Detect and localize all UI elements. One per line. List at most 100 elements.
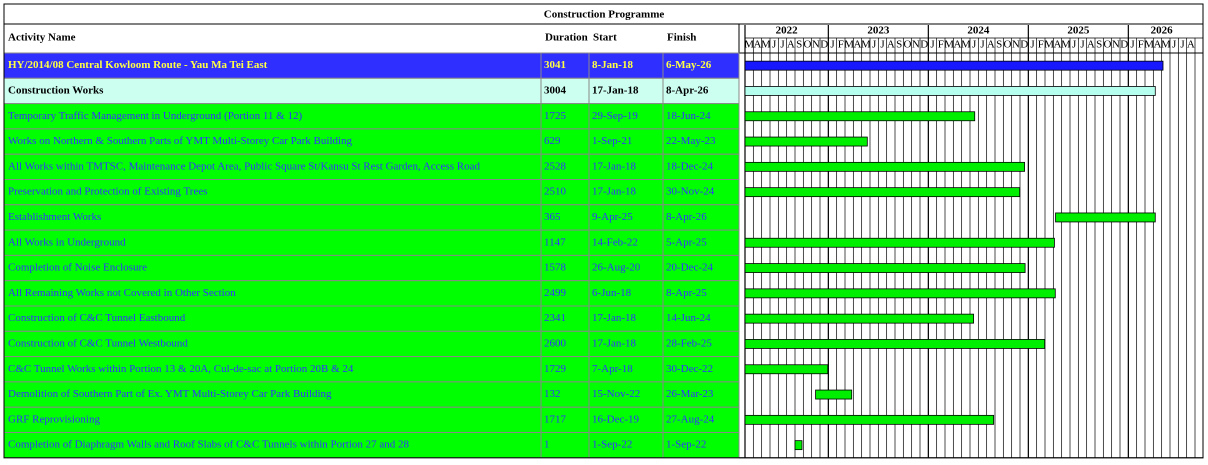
cell-duration: 2600 bbox=[544, 337, 567, 349]
cell-start: 17-Jan-18 bbox=[592, 337, 636, 349]
year-label: 2022 bbox=[776, 25, 799, 37]
cell-finish: 30-Dec-22 bbox=[666, 363, 713, 375]
cell-start: 17-Jan-18 bbox=[592, 186, 636, 198]
cell-name: Construction of C&C Tunnel Westbound bbox=[8, 337, 188, 349]
cell-name: GRF Reprovisioning bbox=[8, 413, 100, 425]
month-label: A bbox=[887, 39, 895, 51]
month-label: A bbox=[1154, 39, 1162, 51]
cell-name: All Works within TMTSC, Maintenance Depo… bbox=[8, 160, 480, 172]
gantt-bar bbox=[744, 364, 829, 375]
month-label: D bbox=[820, 39, 828, 51]
gantt-bar bbox=[744, 339, 1046, 349]
month-label: A bbox=[854, 39, 862, 51]
month-label: A bbox=[987, 39, 995, 51]
cell-name: Works on Northern & Southern Parts of YM… bbox=[8, 135, 353, 147]
month-label: M bbox=[761, 39, 771, 51]
month-label: D bbox=[1120, 39, 1128, 51]
cell-finish: 28-Feb-25 bbox=[666, 337, 712, 349]
cell-finish: 8-Apr-26 bbox=[666, 211, 707, 223]
month-label: S bbox=[996, 39, 1002, 51]
cell-name: Completion of Noise Enclosure bbox=[8, 262, 147, 274]
month-label: J bbox=[1130, 39, 1135, 51]
gantt-bar bbox=[744, 161, 1025, 172]
month-label: J bbox=[972, 39, 977, 51]
row-bg bbox=[3, 406, 740, 434]
month-label: J bbox=[872, 39, 877, 51]
month-label: A bbox=[787, 39, 795, 51]
month-label: J bbox=[1080, 39, 1085, 51]
gantt-bar bbox=[815, 389, 853, 400]
cell-duration: 1729 bbox=[544, 363, 567, 375]
month-label: D bbox=[1020, 39, 1028, 51]
month-label: A bbox=[1187, 39, 1195, 51]
cell-duration: 132 bbox=[544, 388, 561, 400]
month-label: J bbox=[780, 39, 785, 51]
year-label: 2023 bbox=[867, 25, 890, 37]
month-label: M bbox=[1044, 39, 1054, 51]
cell-start: 14-Feb-22 bbox=[592, 236, 638, 248]
cell-finish: 22-May-23 bbox=[666, 135, 716, 147]
month-label: F bbox=[1038, 39, 1044, 51]
cell-start: 1-Sep-22 bbox=[592, 439, 632, 451]
month-label: M bbox=[1161, 39, 1171, 51]
cell-finish: 18-Jun-24 bbox=[666, 110, 711, 122]
row-bg bbox=[3, 204, 740, 231]
cell-start: 15-Nov-22 bbox=[592, 388, 640, 400]
cell-start: 1-Sep-21 bbox=[592, 135, 632, 147]
month-label: M bbox=[744, 39, 754, 51]
month-label: S bbox=[796, 39, 802, 51]
cell-duration: 3004 bbox=[544, 84, 567, 96]
cell-name: Preservation and Protection of Existing … bbox=[8, 186, 208, 198]
cell-finish: 30-Nov-24 bbox=[666, 186, 715, 198]
row-bg bbox=[3, 153, 740, 180]
outer-border bbox=[3, 3, 1204, 459]
gantt-bar bbox=[744, 60, 1164, 71]
year-label: 2024 bbox=[967, 25, 990, 37]
cell-duration: 365 bbox=[544, 211, 561, 223]
month-label: N bbox=[912, 39, 920, 51]
title: Construction Programme bbox=[544, 9, 665, 21]
month-label: S bbox=[896, 39, 902, 51]
cell-start: 16-Dec-19 bbox=[592, 413, 640, 425]
row-bg bbox=[3, 381, 740, 408]
year-label: 2025 bbox=[1067, 25, 1090, 37]
cell-start: 17-Jan-18 bbox=[592, 312, 636, 324]
cell-duration: 1147 bbox=[544, 236, 566, 248]
cell-start: 6-Jun-18 bbox=[592, 287, 632, 299]
cell-duration: 1717 bbox=[544, 413, 567, 425]
cell-finish: 8-Apr-25 bbox=[666, 287, 707, 299]
cell-duration: 2499 bbox=[544, 287, 567, 299]
cell-finish: 6-May-26 bbox=[666, 59, 712, 71]
cell-start: 8-Jan-18 bbox=[592, 59, 633, 71]
month-label: S bbox=[1096, 39, 1102, 51]
cell-name: Completion of Diaphragm Walls and Roof S… bbox=[8, 439, 410, 451]
header-row bbox=[3, 23, 740, 54]
row-bg bbox=[3, 305, 740, 332]
cell-start: 17-Jan-18 bbox=[592, 160, 636, 172]
gantt-bar bbox=[744, 414, 995, 425]
month-label: F bbox=[838, 39, 844, 51]
row-bg bbox=[3, 356, 740, 383]
month-label: N bbox=[812, 39, 820, 51]
column-header: Finish bbox=[667, 32, 696, 44]
month-label: A bbox=[1087, 39, 1095, 51]
cell-duration: 629 bbox=[544, 135, 561, 147]
cell-finish: 8-Apr-26 bbox=[666, 84, 709, 96]
month-label: M bbox=[1061, 39, 1071, 51]
cell-finish: 27-Aug-24 bbox=[666, 413, 715, 425]
cell-duration: 3041 bbox=[544, 59, 566, 71]
cell-duration: 1725 bbox=[544, 110, 567, 122]
month-label: J bbox=[930, 39, 935, 51]
gantt-bar bbox=[744, 86, 1156, 96]
column-header: Activity Name bbox=[8, 32, 76, 44]
gantt-bar bbox=[744, 111, 976, 122]
cell-finish: 20-Dec-24 bbox=[666, 262, 714, 274]
cell-start: 7-Apr-18 bbox=[592, 363, 633, 375]
gantt-bar bbox=[744, 136, 868, 147]
cell-name: Demolition of Southern Part of Ex. YMT M… bbox=[8, 388, 332, 400]
month-label: A bbox=[954, 39, 962, 51]
cell-name: Establishment Works bbox=[8, 211, 101, 223]
gantt-bar bbox=[744, 263, 1026, 273]
gantt-bar bbox=[744, 237, 1055, 248]
month-label: J bbox=[772, 39, 777, 51]
